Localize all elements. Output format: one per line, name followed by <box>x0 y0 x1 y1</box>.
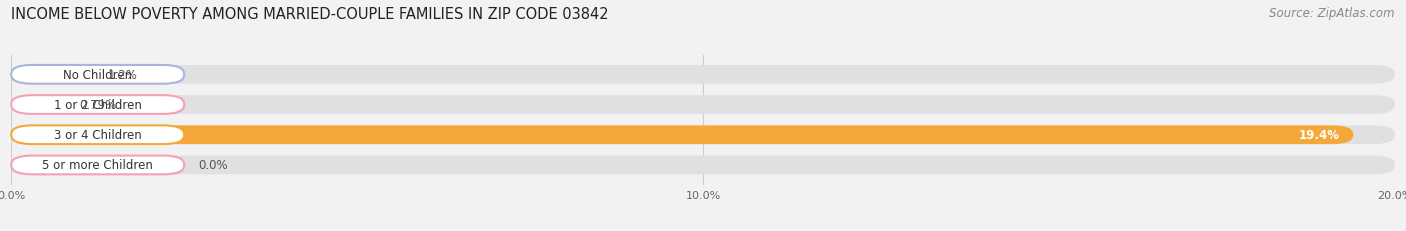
FancyBboxPatch shape <box>11 126 1353 144</box>
Text: 1 or 2 Children: 1 or 2 Children <box>53 99 142 112</box>
Text: 1.2%: 1.2% <box>108 69 138 82</box>
FancyBboxPatch shape <box>11 66 1395 84</box>
Text: 5 or more Children: 5 or more Children <box>42 159 153 172</box>
FancyBboxPatch shape <box>11 156 184 175</box>
FancyBboxPatch shape <box>11 96 184 114</box>
FancyBboxPatch shape <box>11 96 66 114</box>
FancyBboxPatch shape <box>11 66 94 84</box>
Text: INCOME BELOW POVERTY AMONG MARRIED-COUPLE FAMILIES IN ZIP CODE 03842: INCOME BELOW POVERTY AMONG MARRIED-COUPL… <box>11 7 609 22</box>
FancyBboxPatch shape <box>11 126 1395 144</box>
Text: 0.0%: 0.0% <box>198 159 228 172</box>
Text: 19.4%: 19.4% <box>1298 129 1340 142</box>
Text: 0.79%: 0.79% <box>80 99 117 112</box>
Text: Source: ZipAtlas.com: Source: ZipAtlas.com <box>1270 7 1395 20</box>
Text: No Children: No Children <box>63 69 132 82</box>
Text: 3 or 4 Children: 3 or 4 Children <box>53 129 142 142</box>
FancyBboxPatch shape <box>11 156 1395 175</box>
FancyBboxPatch shape <box>11 96 1395 114</box>
FancyBboxPatch shape <box>11 66 184 84</box>
FancyBboxPatch shape <box>11 126 184 144</box>
